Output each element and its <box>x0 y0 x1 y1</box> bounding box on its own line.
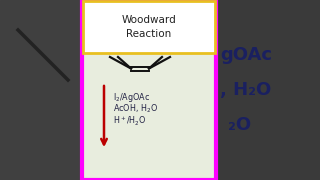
Text: AcOH, H$_2$O: AcOH, H$_2$O <box>113 103 158 115</box>
Text: H$^+$/H$_2$O: H$^+$/H$_2$O <box>113 114 147 128</box>
Bar <box>0 0 82 180</box>
Text: gOAc: gOAc <box>220 46 272 64</box>
Bar <box>82 0 216 180</box>
Text: , H₂O: , H₂O <box>220 81 271 99</box>
Bar <box>83 1 215 53</box>
Text: ₂O: ₂O <box>228 116 251 134</box>
Text: I$_2$/AgOAc: I$_2$/AgOAc <box>113 91 150 104</box>
Bar <box>82 0 216 180</box>
Bar <box>216 0 320 180</box>
Text: Woodward
Reaction: Woodward Reaction <box>122 15 176 39</box>
